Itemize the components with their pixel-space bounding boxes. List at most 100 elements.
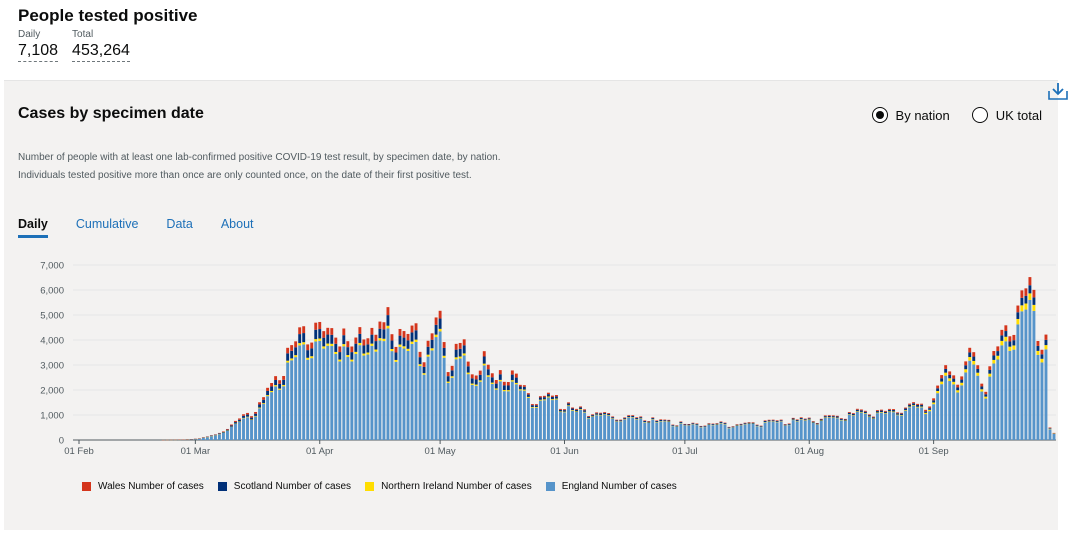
bar-segment — [599, 412, 603, 414]
tab-data[interactable]: Data — [166, 217, 193, 231]
radio-uk-total-label: UK total — [995, 107, 1042, 123]
bar-segment — [555, 394, 558, 397]
bar-segment — [679, 421, 683, 423]
bar-segment — [510, 380, 514, 382]
cases-card: Cases by specimen date By nation UK tota… — [4, 80, 1058, 530]
bar-segment — [362, 353, 366, 356]
bar-segment — [278, 389, 282, 440]
bar-segment — [226, 429, 229, 431]
bar-segment — [984, 396, 988, 399]
bar-segment — [599, 414, 603, 416]
bar-segment — [823, 416, 827, 418]
bar-segment — [1032, 304, 1036, 311]
bar-segment — [884, 411, 887, 414]
bar-segment — [880, 410, 883, 413]
bar-segment — [956, 392, 960, 440]
bar-segment — [386, 315, 390, 326]
bar-segment — [956, 384, 960, 388]
bar-segment — [422, 373, 426, 375]
bar-segment — [270, 386, 274, 391]
bar-segment — [394, 361, 398, 440]
bar-segment — [823, 417, 827, 440]
bar-segment — [394, 352, 398, 360]
radio-by-nation-circle[interactable] — [871, 107, 888, 123]
bar-segment — [278, 383, 282, 389]
tab-daily[interactable]: Daily — [18, 217, 48, 238]
bar-segment — [478, 380, 482, 382]
bar-segment — [434, 317, 438, 325]
bar-segment — [635, 419, 639, 440]
bar-segment — [350, 346, 354, 353]
legend-england-swatch — [545, 482, 555, 491]
bar-segment — [988, 369, 992, 374]
bar-segment — [1004, 341, 1008, 440]
bar-segment — [988, 376, 992, 440]
bar-segment — [900, 413, 903, 416]
bar-segment — [603, 412, 607, 415]
radio-uk-total[interactable]: UK total — [971, 107, 1042, 123]
bar-segment — [462, 339, 466, 346]
bar-segment — [230, 424, 233, 426]
bar-segment — [547, 397, 550, 440]
bar-segment — [863, 410, 867, 412]
bar-segment — [811, 421, 815, 422]
bar-segment — [567, 402, 570, 404]
bar-segment — [506, 382, 510, 386]
bar-segment — [892, 409, 895, 410]
bar-segment — [454, 349, 458, 358]
bar-segment — [655, 422, 659, 440]
legend-scotland-swatch — [217, 482, 227, 491]
bar-segment — [390, 340, 394, 350]
radio-by-nation[interactable]: By nation — [871, 107, 950, 123]
bar-segment — [346, 357, 350, 440]
bar-segment — [1004, 325, 1008, 332]
bar-segment — [695, 425, 699, 440]
bar-segment — [908, 403, 911, 405]
bar-segment — [807, 419, 811, 440]
bar-segment — [330, 334, 334, 344]
bar-segment — [270, 390, 274, 393]
bar-segment — [559, 411, 562, 413]
bar-segment — [607, 413, 611, 414]
bar-segment — [230, 426, 233, 440]
bar-segment — [936, 391, 940, 394]
bar-segment — [1040, 358, 1044, 363]
bar-segment — [944, 372, 948, 376]
legend-scotland-label: Scotland Number of cases — [233, 481, 352, 492]
bar-segment — [422, 366, 426, 374]
legend-wales-label: Wales Number of cases — [98, 481, 204, 492]
radio-uk-total-circle[interactable] — [971, 107, 988, 123]
bar-segment — [583, 410, 586, 412]
cases-bar-chart: 0 1,000 2,000 3,000 4,000 5,000 6,000 7,000 01 F… — [40, 261, 1056, 457]
bar-segment — [831, 417, 835, 440]
bar-segment — [968, 357, 972, 361]
bar-segment — [490, 383, 494, 440]
tab-about[interactable]: About — [220, 217, 254, 231]
bar-segment — [534, 404, 538, 406]
bar-segment — [795, 421, 799, 440]
bar-segment — [964, 369, 968, 373]
bar-segment — [779, 419, 783, 421]
bar-segment — [912, 403, 916, 406]
total-value[interactable]: 453,264 — [72, 41, 130, 62]
legend-scotland[interactable]: Scotland Number of cases — [217, 481, 352, 492]
bar-segment — [563, 410, 566, 412]
legend-england[interactable]: England Number of cases — [545, 481, 677, 492]
bar-segment — [522, 390, 526, 440]
bar-segment — [518, 386, 522, 390]
tab-cumulative[interactable]: Cumulative — [75, 217, 139, 231]
bar-segment — [274, 376, 278, 380]
legend-ni-swatch — [365, 482, 375, 491]
bar-segment — [242, 415, 245, 418]
bar-segment — [751, 422, 755, 423]
legend-wales[interactable]: Wales Number of cases — [82, 481, 204, 492]
bar-segment — [205, 436, 209, 440]
bar-segment — [246, 412, 249, 415]
bar-segment — [266, 395, 270, 397]
daily-value[interactable]: 7,108 — [18, 41, 59, 62]
bar-segment — [767, 420, 771, 422]
bar-segment — [470, 378, 474, 384]
bar-segment — [254, 411, 257, 414]
legend-northern-ireland[interactable]: Northern Ireland Number of cases — [365, 481, 532, 492]
download-icon[interactable] — [1047, 81, 1069, 101]
